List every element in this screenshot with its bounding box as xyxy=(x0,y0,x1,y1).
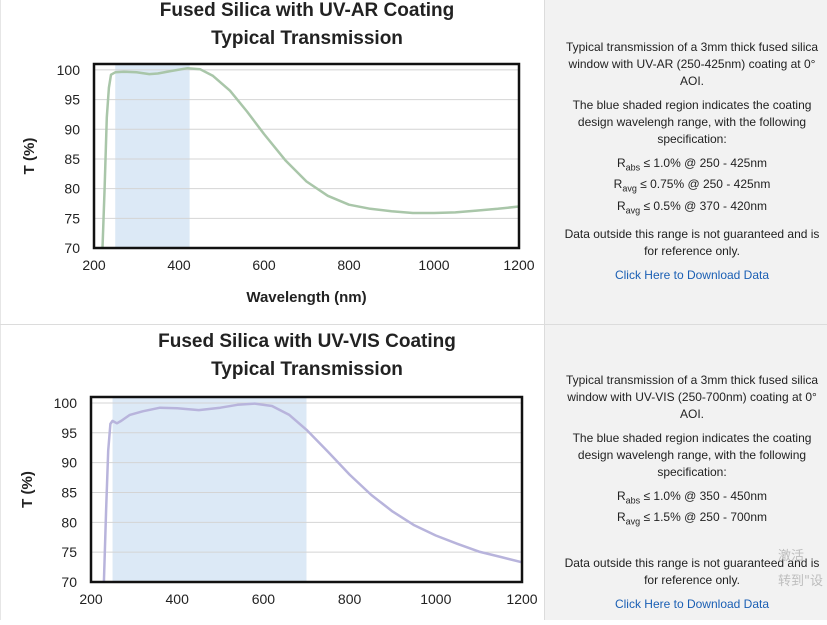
y-tick-label: 70 xyxy=(61,574,77,590)
download-data-link[interactable]: Click Here to Download Data xyxy=(614,596,770,611)
chart-panel-uv-vis: Fused Silica with UV-VIS Coating Typical … xyxy=(0,325,827,620)
description-uv-ar: Typical transmission of a 3mm thick fuse… xyxy=(559,39,825,291)
spec-value: ≤ 1.5% @ 250 - 700nm xyxy=(640,510,768,525)
x-tick-label: 800 xyxy=(338,591,362,607)
y-axis-label: T (%) xyxy=(21,138,38,175)
y-tick-label: 90 xyxy=(61,455,77,471)
x-tick-label: 1000 xyxy=(418,257,449,273)
x-tick-label: 600 xyxy=(252,257,276,273)
specification-line: Ravg ≤ 0.75% @ 250 - 425nm xyxy=(559,176,825,197)
description-shaded-region: The blue shaded region indicates the coa… xyxy=(572,98,812,146)
y-tick-label: 100 xyxy=(54,395,78,411)
x-axis-label: Wavelength (nm) xyxy=(246,289,366,306)
watermark-line-1: 激活 xyxy=(778,549,805,564)
spec-symbol: R xyxy=(616,156,626,170)
chart-title: Fused Silica with UV-AR Coating xyxy=(160,0,455,21)
x-tick-label: 400 xyxy=(166,591,190,607)
spec-value: ≤ 1.0% @ 250 - 425nm xyxy=(640,156,768,170)
description-uv-vis: Typical transmission of a 3mm thick fuse… xyxy=(559,372,825,620)
coating-design-range xyxy=(115,64,190,248)
description-shaded-region: The blue shaded region indicates the coa… xyxy=(572,431,812,479)
y-tick-label: 75 xyxy=(64,210,80,226)
specification-list: Rabs ≤ 1.0% @ 350 - 450nm Ravg ≤ 1.5% @ 2… xyxy=(559,488,825,531)
specification-line: Ravg ≤ 0.5% @ 370 - 420nm xyxy=(559,198,825,219)
transmission-line xyxy=(101,66,519,248)
y-tick-label: 70 xyxy=(64,240,80,256)
x-tick-label: 800 xyxy=(337,257,361,273)
chart-title: Fused Silica with UV-VIS Coating xyxy=(158,331,456,352)
specification-line: Rabs ≤ 1.0% @ 250 - 425nm xyxy=(559,155,825,176)
chart-subtitle: Typical Transmission xyxy=(211,359,403,380)
x-tick-label: 200 xyxy=(82,257,106,273)
specification-line: Ravg ≤ 1.5% @ 250 - 700nm xyxy=(559,509,825,530)
y-axis-label: T (%) xyxy=(19,471,36,508)
y-tick-label: 80 xyxy=(64,181,80,197)
y-tick-label: 75 xyxy=(61,544,77,560)
description-cell-uv-vis: Typical transmission of a 3mm thick fuse… xyxy=(545,325,827,620)
spec-subscript: abs xyxy=(625,162,641,173)
specification-line: Rabs ≤ 1.0% @ 350 - 450nm xyxy=(559,488,825,509)
chart-panel-uv-ar: Fused Silica with UV-AR Coating Typical T… xyxy=(0,0,827,325)
spec-value: ≤ 1.0% @ 350 - 450nm xyxy=(640,489,768,503)
watermark-line-2: 转到"设 xyxy=(778,574,823,589)
y-tick-label: 85 xyxy=(64,151,80,167)
download-data-link[interactable]: Click Here to Download Data xyxy=(614,268,770,283)
y-tick-label: 90 xyxy=(64,121,80,137)
description-cell-uv-ar: Typical transmission of a 3mm thick fuse… xyxy=(545,0,827,324)
transmission-chart-uv-vis: Fused Silica with UV-VIS Coating Typical … xyxy=(19,331,538,607)
description-note: Data outside this range is not guarantee… xyxy=(564,227,820,259)
y-tick-label: 85 xyxy=(61,484,77,500)
y-tick-label: 80 xyxy=(61,514,77,530)
description-intro: Typical transmission of a 3mm thick fuse… xyxy=(565,40,819,88)
x-tick-label: 200 xyxy=(79,591,103,607)
x-tick-label: 600 xyxy=(252,591,276,607)
x-tick-label: 1200 xyxy=(503,257,534,273)
spec-symbol: R xyxy=(616,510,626,525)
coating-design-range xyxy=(112,397,307,582)
spec-subscript: avg xyxy=(622,183,637,194)
y-tick-label: 100 xyxy=(57,62,81,78)
spec-symbol: R xyxy=(613,177,623,192)
spec-value: ≤ 0.75% @ 250 - 425nm xyxy=(636,177,771,192)
description-intro: Typical transmission of a 3mm thick fuse… xyxy=(565,373,819,421)
plot-frame xyxy=(89,395,524,584)
chart-cell-uv-ar: Fused Silica with UV-AR Coating Typical T… xyxy=(0,0,545,324)
plot-frame xyxy=(92,62,521,250)
y-tick-label: 95 xyxy=(61,425,77,441)
chart-subtitle: Typical Transmission xyxy=(211,28,403,49)
spec-symbol: R xyxy=(616,489,626,503)
specification-list: Rabs ≤ 1.0% @ 250 - 425nm Ravg ≤ 0.75% @ … xyxy=(559,155,825,219)
transmission-chart-uv-ar: Fused Silica with UV-AR Coating Typical T… xyxy=(21,0,535,306)
y-tick-label: 95 xyxy=(64,92,80,108)
x-tick-label: 1200 xyxy=(506,591,537,607)
spec-subscript: avg xyxy=(625,516,641,527)
spec-value: ≤ 0.5% @ 370 - 420nm xyxy=(640,198,768,213)
spec-subscript: abs xyxy=(625,495,641,506)
x-tick-label: 400 xyxy=(167,257,191,273)
x-tick-label: 1000 xyxy=(420,591,451,607)
chart-cell-uv-vis: Fused Silica with UV-VIS Coating Typical … xyxy=(0,325,545,620)
spec-symbol: R xyxy=(616,198,626,213)
description-note: Data outside this range is not guarantee… xyxy=(564,555,820,587)
spec-subscript: avg xyxy=(625,205,641,216)
transmission-line xyxy=(102,402,522,582)
